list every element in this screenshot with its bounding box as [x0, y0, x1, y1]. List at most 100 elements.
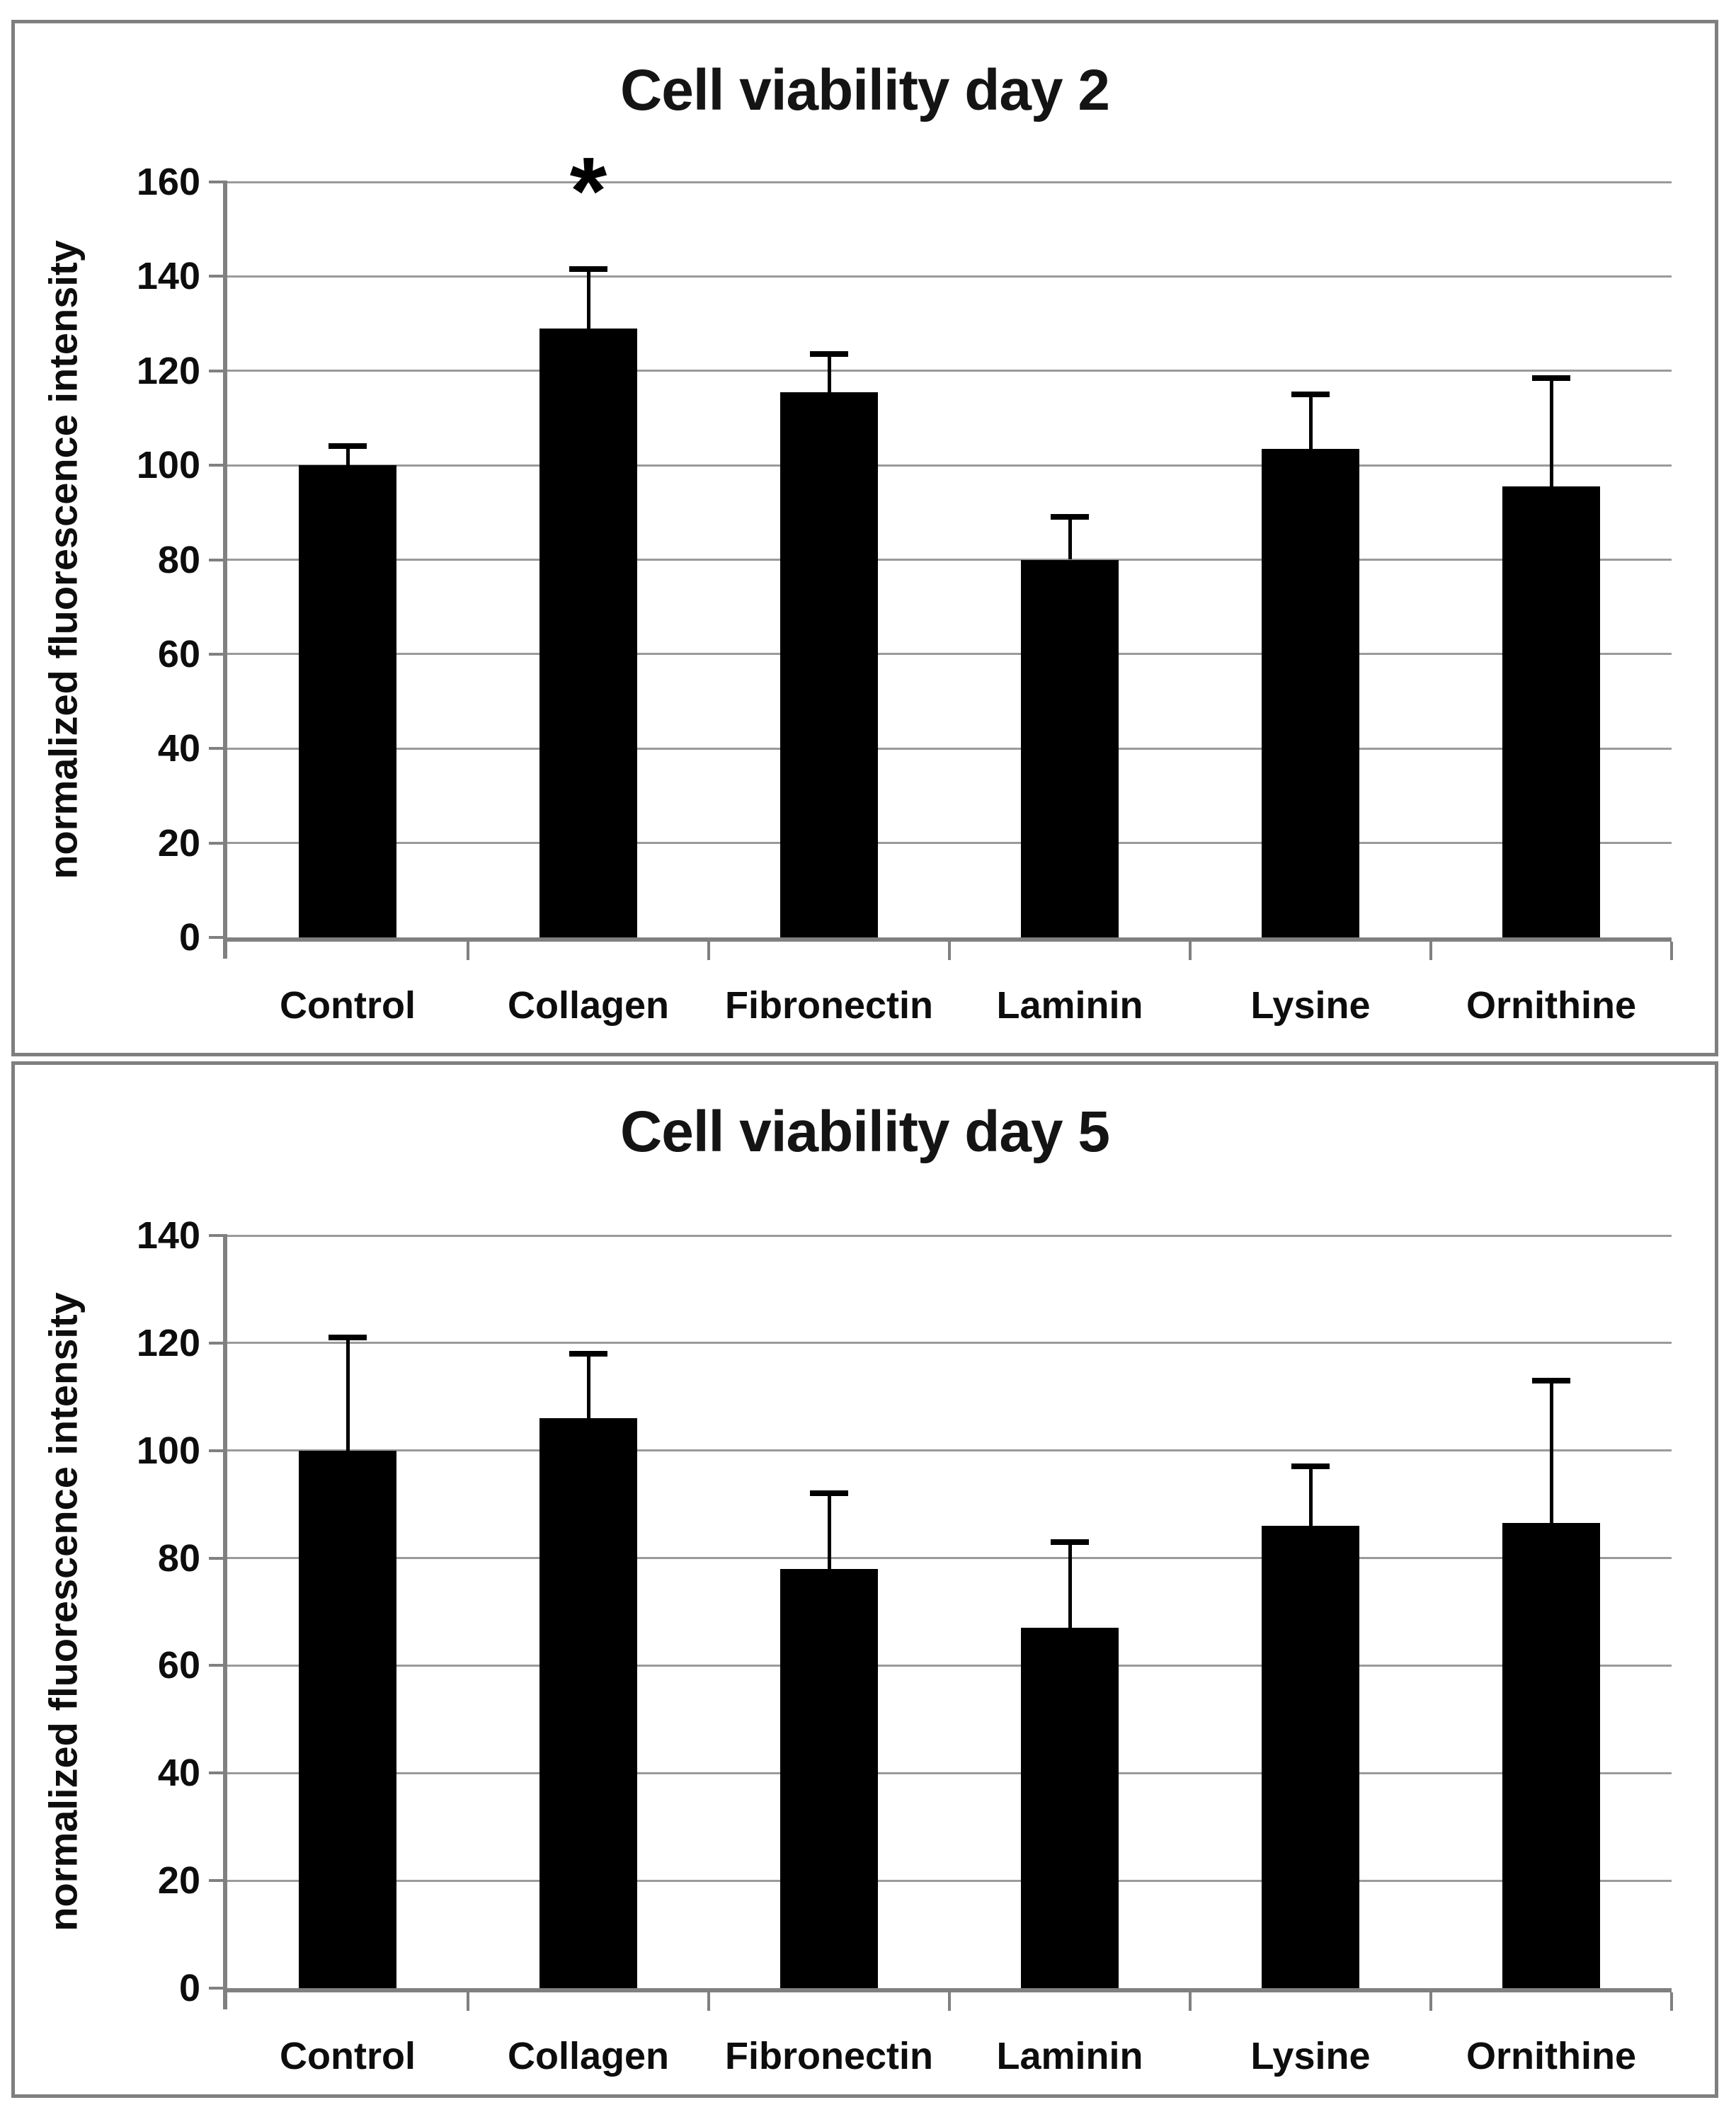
x-tick — [467, 942, 469, 960]
y-tick — [209, 747, 226, 751]
y-tick-label: 140 — [136, 255, 200, 298]
error-bar-line — [1549, 377, 1553, 487]
chart-title-day2: Cell viability day 2 — [620, 58, 1110, 122]
error-bar-cap — [1051, 514, 1089, 520]
y-tick-label: 80 — [157, 538, 200, 581]
category-label: Lysine — [1250, 2035, 1371, 2077]
category-label: Fibronectin — [725, 2035, 933, 2077]
x-tick — [1429, 942, 1432, 960]
error-bar-cap — [569, 1351, 607, 1357]
category-label: Collagen — [507, 2035, 670, 2077]
error-bar-cap — [810, 1490, 848, 1497]
y-tick — [209, 1664, 226, 1667]
y-tick-label: 100 — [136, 1429, 200, 1472]
gridline — [227, 842, 1672, 845]
y-tick — [209, 1234, 226, 1237]
error-bar-line — [346, 446, 350, 466]
gridline — [227, 181, 1672, 183]
y-tick — [209, 652, 226, 656]
y-tick — [209, 1341, 226, 1345]
y-tick — [209, 936, 226, 939]
gridline — [227, 1234, 1672, 1237]
error-bar-line — [586, 269, 590, 329]
y-tick — [209, 464, 226, 467]
x-axis-line — [223, 937, 1672, 942]
error-bar-cap — [1291, 392, 1330, 398]
category-label: Laminin — [996, 2035, 1143, 2077]
gridline — [227, 1771, 1672, 1774]
gridline — [227, 370, 1672, 372]
y-tick-label: 160 — [136, 161, 200, 203]
bar-control — [299, 1450, 396, 1988]
y-tick-label: 80 — [157, 1536, 200, 1580]
x-tick — [948, 1992, 951, 2011]
x-tick — [1670, 942, 1673, 960]
y-axis-line — [223, 181, 227, 959]
category-label: Laminin — [996, 984, 1143, 1027]
chart-title-day5: Cell viability day 5 — [620, 1100, 1110, 1164]
error-bar-line — [1549, 1381, 1553, 1524]
gridline — [227, 1342, 1672, 1345]
plot-area-day2: 0 20 40 60 80 100 120 140 160 Control Collagen * Fib… — [15, 23, 1715, 1053]
y-tick-label: 20 — [157, 1859, 200, 1902]
y-tick — [209, 181, 226, 183]
y-tick-label: 40 — [157, 727, 200, 770]
bar-collagen — [539, 1418, 637, 1988]
bar-control — [299, 465, 396, 937]
significance-star: * — [569, 137, 607, 245]
x-tick — [1189, 942, 1192, 960]
bar-collagen — [539, 328, 637, 937]
bar-laminin — [1021, 559, 1119, 937]
category-label: Collagen — [507, 984, 670, 1027]
bar-fibronectin — [780, 1568, 878, 1988]
error-bar-cap — [1051, 1539, 1089, 1545]
category-label: Control — [280, 2035, 416, 2077]
error-bar-line — [1308, 394, 1313, 449]
category-label: Control — [280, 984, 416, 1027]
y-tick — [209, 1556, 226, 1560]
x-tick — [1429, 1992, 1432, 2011]
gridline — [227, 464, 1672, 467]
y-tick-label: 100 — [136, 444, 200, 487]
y-tick — [209, 275, 226, 278]
error-bar-cap — [1532, 1378, 1570, 1383]
gridline — [227, 1557, 1672, 1560]
y-tick — [209, 369, 226, 372]
bar-lysine — [1262, 448, 1359, 937]
y-tick-label: 20 — [157, 821, 200, 865]
error-bar-line — [1068, 1541, 1072, 1628]
y-tick — [209, 558, 226, 561]
category-label: Fibronectin — [725, 984, 933, 1027]
y-tick-label: 60 — [157, 632, 200, 675]
x-tick — [1189, 1992, 1192, 2011]
gridline — [227, 275, 1672, 278]
x-tick — [948, 942, 951, 960]
category-label: Ornithine — [1466, 984, 1636, 1027]
error-bar-cap — [329, 443, 367, 450]
error-bar-line — [346, 1337, 350, 1451]
category-label: Lysine — [1250, 984, 1371, 1027]
y-tick-label: 60 — [157, 1644, 200, 1687]
bar-lysine — [1262, 1526, 1359, 1988]
plot-area-day5: 0 20 40 60 80 100 120 140 Control Collagen Fibrone… — [15, 1065, 1715, 2094]
error-bar-line — [586, 1354, 590, 1419]
error-bar-cap — [569, 266, 607, 273]
x-axis-line — [223, 1988, 1672, 1992]
chart-panel-day2: Cell viability day 2 normalized fluoresc… — [11, 20, 1718, 1056]
y-tick — [209, 1449, 226, 1452]
x-tick — [707, 1992, 710, 2011]
x-tick — [1670, 1992, 1673, 2011]
gridline — [227, 747, 1672, 750]
bar-ornithine — [1502, 1523, 1600, 1988]
bar-fibronectin — [780, 392, 878, 937]
y-tick — [209, 1771, 226, 1775]
error-bar-cap — [810, 351, 848, 358]
bar-laminin — [1021, 1628, 1119, 1988]
error-bar-line — [827, 1493, 831, 1569]
error-bar-line — [1308, 1466, 1313, 1526]
error-bar-line — [1068, 517, 1072, 560]
error-bar-line — [827, 354, 831, 392]
y-tick — [209, 1987, 226, 1990]
x-tick — [707, 942, 710, 960]
y-tick — [209, 841, 226, 845]
